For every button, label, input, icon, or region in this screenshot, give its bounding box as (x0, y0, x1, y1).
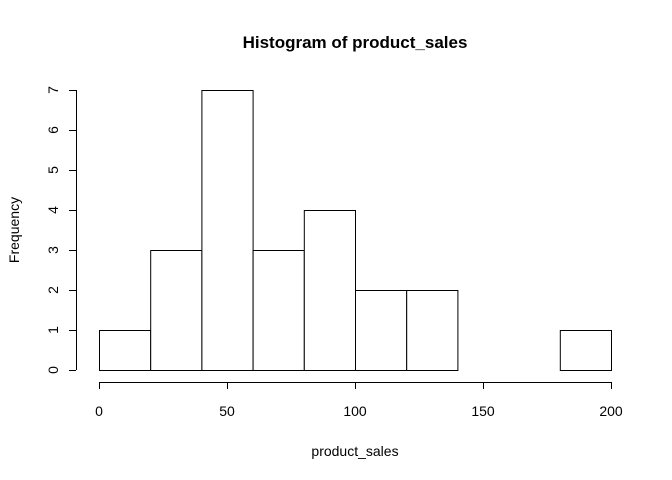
histogram-bar-2 (201, 90, 254, 371)
y-tick-label: 4 (45, 206, 61, 214)
histogram-bar-3 (252, 250, 305, 371)
y-tick-label: 0 (45, 366, 61, 374)
histogram-bar-5 (355, 290, 408, 371)
bars-group (99, 90, 612, 371)
histogram-bar-6 (406, 290, 459, 371)
y-tick-label: 5 (45, 166, 61, 174)
x-axis-label: product_sales (311, 443, 398, 459)
x-tick-label: 50 (219, 403, 235, 419)
y-axis-label: Frequency (6, 197, 22, 263)
x-tick-label: 200 (599, 403, 623, 419)
y-tick-label: 2 (45, 286, 61, 294)
x-tick-label: 150 (471, 403, 495, 419)
y-tick-label: 1 (45, 326, 61, 334)
histogram-bar-1 (150, 250, 203, 371)
x-tick-label: 0 (95, 403, 103, 419)
y-axis: 0 1 2 3 4 5 6 7 (45, 86, 77, 374)
y-tick-label: 6 (45, 126, 61, 134)
chart-title: Histogram of product_sales (243, 33, 468, 52)
x-tick-label: 100 (343, 403, 367, 419)
histogram-bar-0 (99, 330, 152, 371)
histogram-bar-4 (303, 210, 356, 371)
x-axis: 0 50 100 150 200 (95, 382, 623, 419)
histogram-bar-9 (559, 330, 612, 371)
y-tick-label: 3 (45, 246, 61, 254)
y-tick-label: 7 (45, 86, 61, 94)
